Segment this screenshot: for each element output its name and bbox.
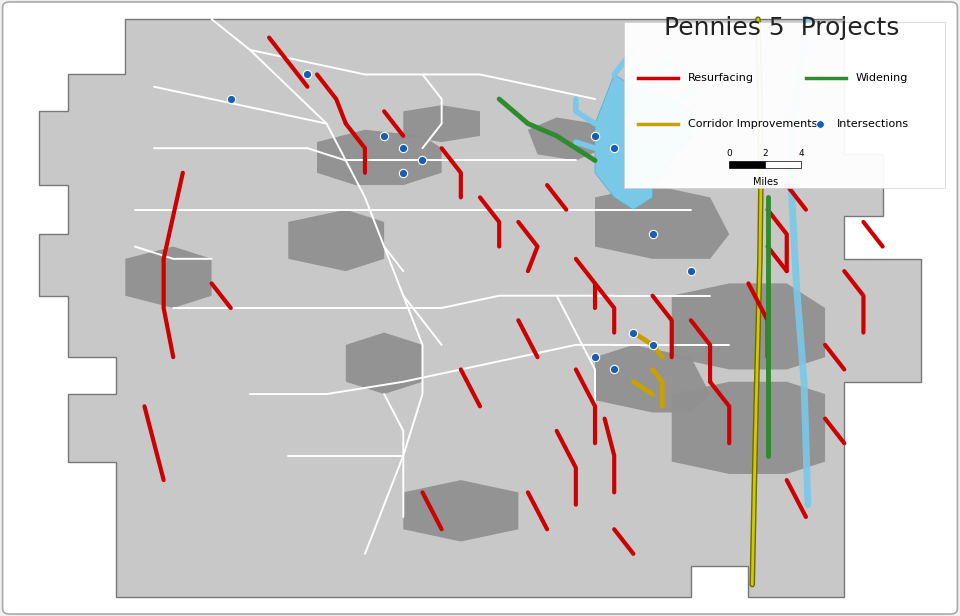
- Polygon shape: [528, 118, 605, 161]
- Bar: [765, 161, 802, 169]
- Text: Miles: Miles: [753, 177, 778, 187]
- Text: Widening: Widening: [855, 73, 908, 83]
- Polygon shape: [39, 19, 921, 597]
- Polygon shape: [346, 333, 422, 394]
- Polygon shape: [595, 75, 691, 209]
- Polygon shape: [672, 382, 825, 474]
- Polygon shape: [672, 283, 825, 370]
- Text: 4: 4: [799, 149, 804, 158]
- Polygon shape: [288, 209, 384, 271]
- Polygon shape: [126, 246, 211, 308]
- Polygon shape: [595, 185, 730, 259]
- Polygon shape: [317, 130, 442, 185]
- FancyBboxPatch shape: [3, 2, 957, 614]
- Text: Intersections: Intersections: [836, 119, 909, 129]
- Polygon shape: [403, 105, 480, 142]
- Polygon shape: [403, 480, 518, 541]
- Bar: [730, 161, 765, 169]
- Text: 2: 2: [762, 149, 768, 158]
- Text: 0: 0: [727, 149, 732, 158]
- Polygon shape: [595, 345, 710, 413]
- Text: Resurfacing: Resurfacing: [688, 73, 754, 83]
- Text: Pennies 5  Projects: Pennies 5 Projects: [664, 16, 900, 40]
- FancyBboxPatch shape: [624, 22, 945, 188]
- Text: Corridor Improvements: Corridor Improvements: [688, 119, 817, 129]
